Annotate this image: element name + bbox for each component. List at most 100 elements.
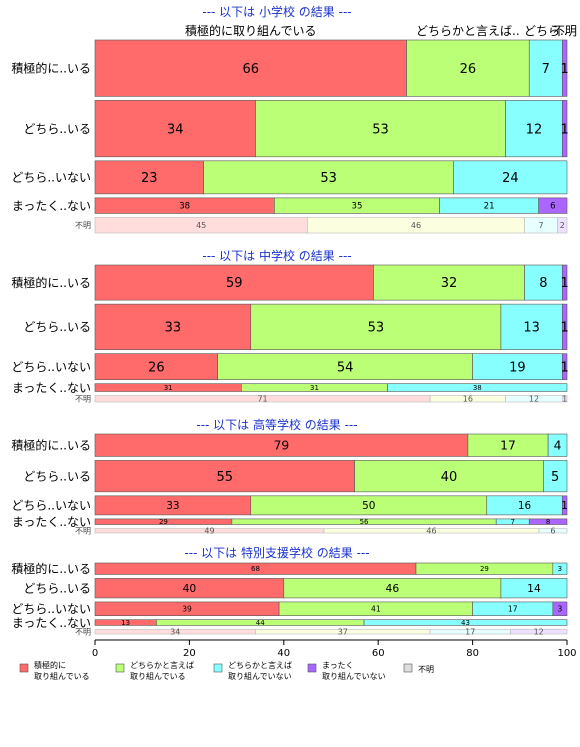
legend-label: 積極的に xyxy=(34,660,66,670)
x-tick-label: 60 xyxy=(372,648,385,659)
x-tick-label: 0 xyxy=(92,648,98,659)
bar-segment xyxy=(94,353,219,380)
bar-segment xyxy=(561,100,568,158)
column-label: どちらかと言えば.. xyxy=(416,24,520,38)
panel-title: --- 以下は 高等学校 の結果 --- xyxy=(196,417,357,432)
data-label: 1 xyxy=(560,321,568,336)
x-tick-label: 100 xyxy=(557,648,576,659)
data-label: 24 xyxy=(502,171,519,186)
data-label: 16 xyxy=(463,395,473,404)
data-label: 8 xyxy=(546,518,550,526)
bar-segment xyxy=(561,353,568,380)
data-label: 7 xyxy=(538,221,543,230)
panel-title: --- 以下は 小学校 の結果 --- xyxy=(202,4,351,19)
bar-segment xyxy=(547,433,568,457)
data-label: 55 xyxy=(217,470,234,485)
row-label: どちら..いる xyxy=(23,320,91,334)
bar-segment xyxy=(387,383,568,392)
bar-segment xyxy=(94,39,407,97)
data-label: 3 xyxy=(558,565,562,573)
bar-segment xyxy=(561,264,568,301)
legend-label: 取り組んでいる xyxy=(130,671,186,681)
row-label: 不明 xyxy=(75,221,91,230)
legend-swatch xyxy=(213,663,223,673)
data-label: 7 xyxy=(510,518,514,526)
data-label: 35 xyxy=(352,202,363,212)
data-label: 53 xyxy=(368,321,385,336)
data-label: 59 xyxy=(226,276,243,291)
data-label: 31 xyxy=(310,384,319,392)
bar-segment xyxy=(561,303,568,350)
row-label: どちら..いない xyxy=(11,171,91,185)
data-label: 44 xyxy=(256,619,265,627)
data-label: 38 xyxy=(179,202,190,212)
bar-segment xyxy=(94,303,252,350)
x-tick-label: 80 xyxy=(466,648,479,659)
data-label: 38 xyxy=(473,384,482,392)
data-label: 1 xyxy=(562,395,567,404)
data-label: 6 xyxy=(550,202,555,212)
data-label: 2 xyxy=(560,221,565,230)
data-label: 8 xyxy=(539,276,547,291)
bar-segment xyxy=(538,197,568,214)
legend-label: どちらかと言えば xyxy=(130,660,194,670)
data-label: 17 xyxy=(500,439,516,453)
row-label: どちら..いる xyxy=(23,582,91,596)
bar-segment xyxy=(538,528,568,534)
data-label: 40 xyxy=(183,582,197,595)
data-label: 54 xyxy=(337,360,354,375)
data-label: 31 xyxy=(164,384,173,392)
data-label: 7 xyxy=(542,62,550,77)
data-label: 1 xyxy=(560,122,568,137)
data-label: 1 xyxy=(560,360,568,375)
data-label: 34 xyxy=(170,628,180,637)
data-label: 1 xyxy=(561,500,568,512)
bar-segment xyxy=(406,39,530,97)
row-label: 不明 xyxy=(75,628,91,637)
bar-segment xyxy=(543,460,568,493)
data-label: 17 xyxy=(465,628,475,637)
data-label: 23 xyxy=(141,171,158,186)
data-label: 12 xyxy=(529,395,539,404)
column-label: どちら.. xyxy=(524,24,568,38)
legend-swatch xyxy=(19,663,29,673)
row-label: 不明 xyxy=(75,527,91,536)
data-label: 53 xyxy=(372,122,389,137)
data-label: 14 xyxy=(527,582,541,595)
row-label: まったく..ない xyxy=(12,381,91,395)
row-label: どちら..いない xyxy=(11,360,91,374)
data-label: 26 xyxy=(460,62,477,77)
row-label: どちら..いない xyxy=(11,499,91,513)
bar-segment xyxy=(94,460,355,493)
data-label: 41 xyxy=(371,605,381,614)
bar-segment xyxy=(552,601,568,616)
legend-label: 取り組んでいない xyxy=(228,671,292,681)
row-label: 積極的に..いる xyxy=(11,561,91,576)
data-label: 33 xyxy=(166,500,179,512)
data-label: 46 xyxy=(411,221,421,230)
bar-segment xyxy=(255,100,506,158)
data-label: 4 xyxy=(554,439,562,453)
data-label: 16 xyxy=(518,500,531,512)
data-label: 45 xyxy=(196,221,206,230)
row-label: 積極的に..いる xyxy=(11,438,91,453)
bar-segment xyxy=(528,39,563,97)
row-label: 積極的に..いる xyxy=(11,61,91,76)
data-label: 46 xyxy=(426,527,436,536)
data-label: 49 xyxy=(204,527,214,536)
bar-segment xyxy=(561,395,568,403)
data-label: 39 xyxy=(182,605,192,614)
bar-segment xyxy=(203,160,455,195)
bar-segment xyxy=(94,160,204,195)
data-label: 46 xyxy=(386,582,400,595)
data-label: 29 xyxy=(159,518,168,526)
bar-segment xyxy=(250,303,502,350)
data-label: 53 xyxy=(320,171,337,186)
data-label: 68 xyxy=(251,565,260,573)
bar-segment xyxy=(94,100,256,158)
data-label: 50 xyxy=(362,500,375,512)
data-label: 5 xyxy=(551,470,559,485)
data-label: 19 xyxy=(509,360,526,375)
bar-segment xyxy=(363,619,568,626)
